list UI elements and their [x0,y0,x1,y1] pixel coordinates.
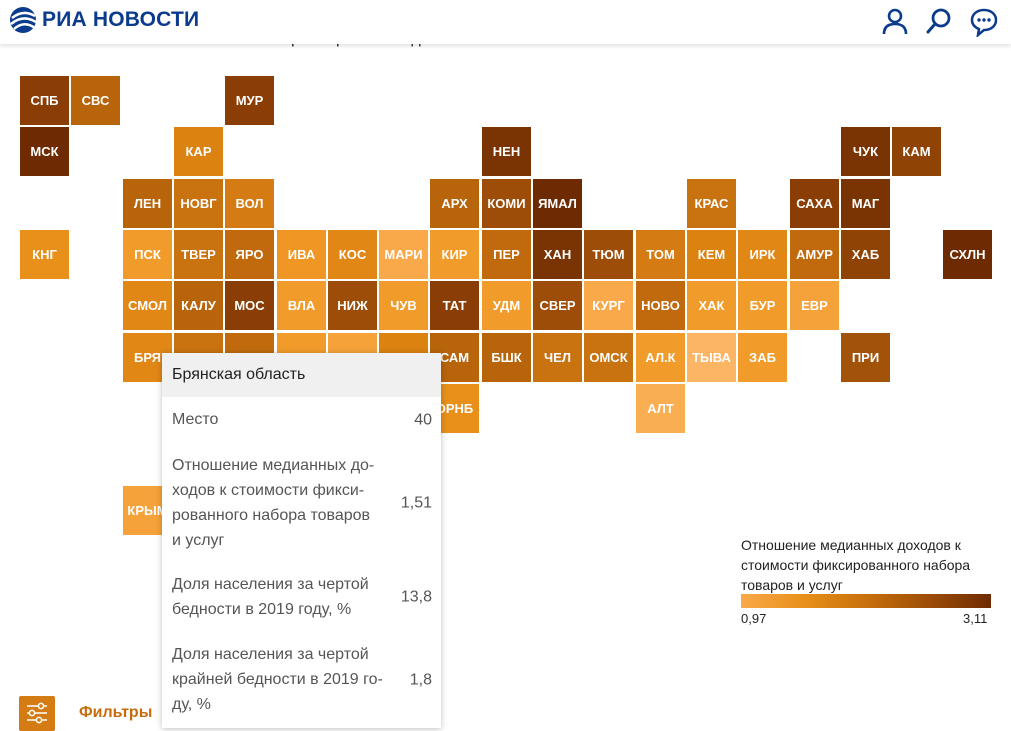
region-tile[interactable]: СПБ [20,76,69,125]
logo-text: РИА НОВОСТИ [42,8,200,31]
region-tile[interactable]: БШК [482,333,531,382]
tooltip-row-income-ratio: Отношение медианных до- ходов к стоимост… [172,453,432,553]
region-tooltip: Брянская область Место 40 Отношение меди… [162,353,441,728]
region-tile[interactable]: ЧУК [841,127,890,176]
region-tile[interactable]: БУР [738,281,787,330]
region-tile[interactable]: СХЛН [943,230,992,279]
tooltip-value: 1,8 [409,671,432,688]
legend-title: Отношение медианных доходов к стоимости … [741,537,971,593]
region-tile[interactable]: ПЕР [482,230,531,279]
region-tile[interactable]: ВОЛ [225,179,274,228]
tooltip-row-rank: Место 40 [172,407,432,432]
region-tile[interactable]: МУР [225,76,274,125]
region-tile[interactable]: ТВЕР [174,230,223,279]
region-tile[interactable]: АМУР [790,230,839,279]
region-tile[interactable]: ТЮМ [584,230,633,279]
tooltip-value: 1,51 [400,494,432,512]
user-icon[interactable] [881,7,909,35]
region-tile[interactable]: СМОЛ [123,281,172,330]
region-tile[interactable]: ХАБ [841,230,890,279]
legend-color-scale [741,594,991,608]
region-tile[interactable]: АЛ.К [636,333,685,382]
region-tile[interactable]: КАЛУ [174,281,223,330]
sliders-icon [27,702,47,724]
region-tile[interactable]: МАРИ [379,230,428,279]
tooltip-label: Место [172,411,219,428]
region-tile[interactable]: ПРИ [841,333,890,382]
region-tile[interactable]: ИРК [738,230,787,279]
legend-max-value: 3,11 [963,611,988,626]
region-tile[interactable]: КНГ [20,230,69,279]
region-tile[interactable]: ТЫВА [687,333,736,382]
region-tile[interactable]: КИР [430,230,479,279]
region-tile[interactable]: МОС [225,281,274,330]
search-icon[interactable] [925,7,953,35]
region-tile[interactable]: НОВО [636,281,685,330]
region-tile[interactable]: ВЛА [277,281,326,330]
region-tile[interactable]: КОС [328,230,377,279]
region-tile[interactable]: ЕВР [790,281,839,330]
region-tile[interactable]: СВС [71,76,120,125]
ria-logo[interactable]: РИА НОВОСТИ [8,5,199,35]
region-tile[interactable]: ЗАБ [738,333,787,382]
tooltip-label: Доля населения за чертой бедности в 2019… [172,576,369,618]
chat-icon[interactable] [969,7,998,39]
tooltip-label: Отношение медианных до- ходов к стоимост… [172,457,375,549]
region-tile[interactable]: МСК [20,127,69,176]
region-tile[interactable]: ЛЕН [123,179,172,228]
region-tile[interactable]: ЧЕЛ [533,333,582,382]
region-tile[interactable]: АРХ [430,179,479,228]
region-tile[interactable]: МАГ [841,179,890,228]
tooltip-value: 13,8 [400,588,432,606]
region-tile[interactable]: КАР [174,127,223,176]
tooltip-row-extreme-poverty-share: Доля населения за чертой крайней бедност… [172,642,432,717]
tooltip-region-name: Брянская область [162,353,441,397]
legend-min-value: 0,97 [741,611,767,626]
region-tile[interactable]: ИВА [277,230,326,279]
filter-label[interactable]: Фильтры [79,704,153,721]
region-tile[interactable]: УДМ [482,281,531,330]
region-tile[interactable]: САХА [790,179,839,228]
region-tile[interactable]: КОМИ [482,179,531,228]
region-tile[interactable]: КЕМ [687,230,736,279]
region-tile[interactable]: КУРГ [584,281,633,330]
region-tile[interactable]: НИЖ [328,281,377,330]
top-navigation-bar: РИА НОВОСТИ [0,0,1011,44]
region-tile[interactable]: ПСК [123,230,172,279]
region-tile[interactable]: ЧУВ [379,281,428,330]
region-tile[interactable]: НЕН [482,127,531,176]
region-tile[interactable]: КАМ [892,127,941,176]
region-tile[interactable]: СВЕР [533,281,582,330]
ria-globe-icon [10,7,37,33]
region-tile[interactable]: АЛТ [636,384,685,433]
region-tile[interactable]: НОВГ [174,179,223,228]
region-tile[interactable]: ХАК [687,281,736,330]
region-tile[interactable]: КРАС [687,179,736,228]
region-tile[interactable]: ХАН [533,230,582,279]
region-tile[interactable]: ЯРО [225,230,274,279]
region-tile[interactable]: ТОМ [636,230,685,279]
tooltip-label: Доля населения за чертой крайней бедност… [172,646,383,713]
region-tile[interactable]: ОМСК [584,333,633,382]
tooltip-row-poverty-share: Доля населения за чертой бедности в 2019… [172,572,432,622]
region-tile[interactable]: ТАТ [430,281,479,330]
region-tile[interactable]: ЯМАЛ [533,179,582,228]
tooltip-value: 40 [414,411,432,428]
filter-toggle-button[interactable] [19,696,55,731]
